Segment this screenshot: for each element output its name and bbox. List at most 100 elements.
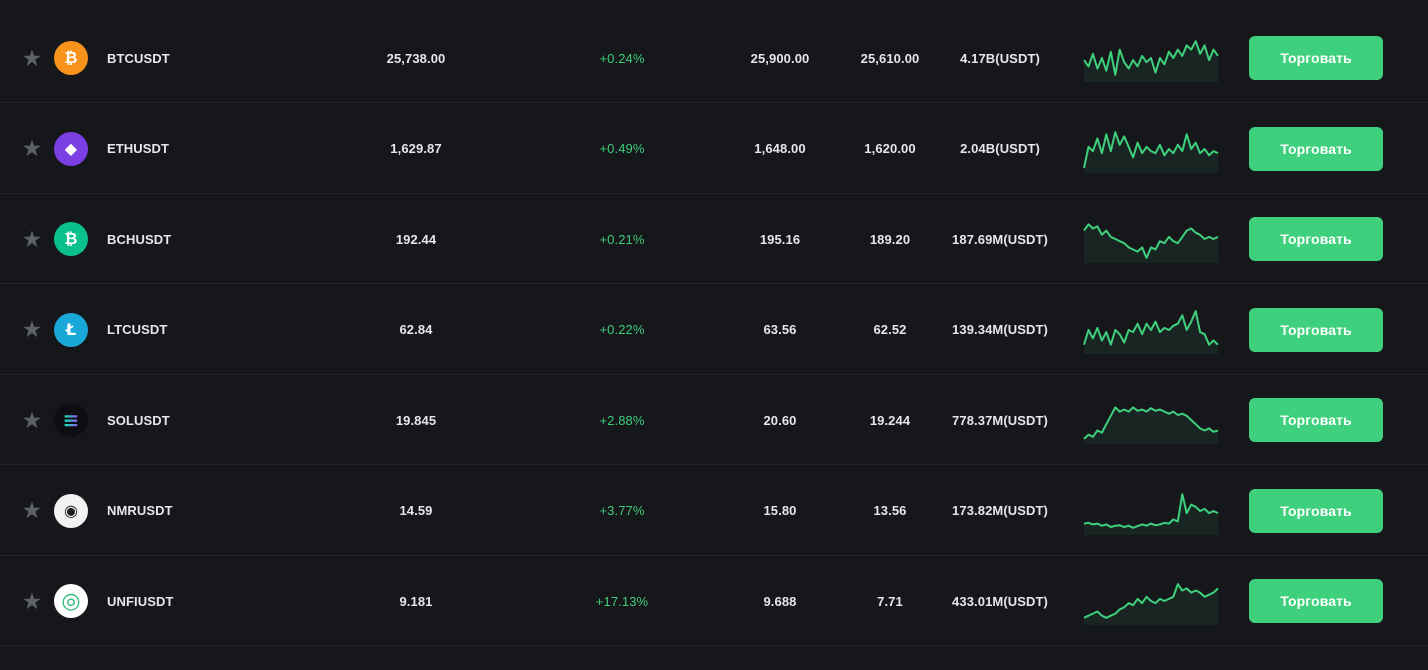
price-change-percent: +0.49% [599, 141, 645, 156]
sparkline-chart [1082, 285, 1224, 375]
high-24h: 15.80 [763, 503, 797, 518]
market-row[interactable]: ★ ◆ ETHUSDT 1,629.87 +0.49% 1,648.00 1,6… [0, 104, 1428, 194]
trade-cell: Торговать [1249, 556, 1383, 646]
market-row[interactable]: ★ ₿ BTCUSDT 25,738.00 +0.24% 25,900.00 2… [0, 13, 1428, 103]
sparkline-svg [1083, 223, 1219, 263]
high-24h: 20.60 [763, 412, 797, 428]
market-row[interactable]: ★ ◉ NMRUSDT 14.59 +3.77% 15.80 13.56 173… [0, 466, 1428, 556]
last-price: 192.44 [395, 231, 437, 247]
sparkline-area [1084, 131, 1218, 173]
favorite-star-icon[interactable]: ★ [22, 228, 42, 251]
coin-icon-circle: ◉ [54, 493, 88, 528]
solana-glyph-icon: ≡ [62, 408, 80, 432]
volume-24h: 187.69M(USDT) [952, 231, 1048, 247]
sparkline-svg [1083, 583, 1219, 625]
sparkline-line [1083, 406, 1219, 440]
pair-symbol[interactable]: SOLUSDT [107, 412, 170, 428]
volume-24h: 173.82M(USDT) [952, 503, 1048, 518]
coin-icon-circle: ◎ [54, 584, 88, 618]
bitcoin-icon: ₿ [54, 13, 90, 103]
litecoin-icon: Ł [54, 285, 90, 375]
low-24h: 25,610.00 [860, 50, 920, 66]
sparkline-area [1084, 407, 1218, 444]
trade-button[interactable]: Торговать [1249, 126, 1383, 171]
volume-24h: 778.37M(USDT) [952, 412, 1048, 428]
favorite-star-icon[interactable]: ★ [22, 138, 42, 160]
pair-symbol[interactable]: BTCUSDT [107, 50, 170, 66]
sparkline-area [1084, 493, 1218, 535]
market-row[interactable]: ★ ₿ BCHUSDT 192.44 +0.21% 195.16 189.20 … [0, 194, 1428, 284]
favorite-star-icon[interactable]: ★ [22, 590, 42, 613]
sparkline-svg [1083, 309, 1219, 354]
market-row[interactable]: ★ ≡ SOLUSDT 19.845 +2.88% 20.60 19.244 7… [0, 375, 1428, 465]
sparkline-svg [1083, 492, 1219, 535]
trade-cell: Торговать [1249, 375, 1383, 465]
trade-button[interactable]: Торговать [1249, 217, 1383, 261]
sparkline-line [1083, 492, 1219, 529]
sparkline-area [1084, 310, 1218, 354]
solana-icon: ≡ [54, 375, 90, 465]
bitcoin-glyph-icon: ₿ [64, 48, 78, 67]
unifi-glyph-icon: ◎ [61, 588, 81, 614]
pair-symbol[interactable]: LTCUSDT [107, 322, 168, 337]
litecoin-glyph-icon: Ł [65, 320, 77, 339]
sparkline-line [1083, 40, 1219, 76]
sparkline-area [1084, 224, 1218, 263]
ethereum-glyph-icon: ◆ [64, 139, 78, 158]
sparkline-line [1083, 583, 1219, 619]
price-change-percent: +0.22% [599, 322, 645, 337]
low-24h: 7.71 [877, 593, 903, 609]
trade-button[interactable]: Торговать [1249, 488, 1383, 533]
sparkline-chart [1082, 104, 1224, 194]
volume-24h: 4.17B(USDT) [960, 50, 1040, 66]
numeraire-icon: ◉ [54, 466, 90, 556]
pair-symbol[interactable]: BCHUSDT [107, 231, 172, 247]
trade-cell: Торговать [1249, 13, 1383, 103]
market-row[interactable]: ★ ◎ UNFIUSDT 9.181 +17.13% 9.688 7.71 43… [0, 556, 1428, 646]
last-price: 9.181 [399, 593, 433, 609]
price-change-percent: +17.13% [595, 593, 649, 609]
low-24h: 1,620.00 [864, 141, 916, 156]
sparkline-chart [1082, 556, 1224, 646]
pair-symbol[interactable]: UNFIUSDT [107, 593, 174, 609]
last-price: 25,738.00 [386, 50, 446, 66]
volume-24h: 2.04B(USDT) [960, 141, 1040, 156]
sparkline-line [1083, 309, 1219, 346]
sparkline-chart [1082, 466, 1224, 556]
high-24h: 1,648.00 [754, 141, 806, 156]
pair-symbol[interactable]: NMRUSDT [107, 503, 173, 518]
trade-cell: Торговать [1249, 466, 1383, 556]
volume-24h: 433.01M(USDT) [952, 593, 1048, 609]
favorite-star-icon[interactable]: ★ [22, 319, 42, 341]
trade-button[interactable]: Торговать [1249, 307, 1383, 352]
price-change-percent: +2.88% [599, 412, 645, 428]
sparkline-chart [1082, 13, 1224, 103]
trade-button[interactable]: Торговать [1249, 398, 1383, 442]
low-24h: 189.20 [869, 231, 911, 247]
unifi-icon: ◎ [54, 556, 90, 646]
high-24h: 25,900.00 [750, 50, 810, 66]
coin-icon-circle: ≡ [54, 403, 88, 437]
sparkline-chart [1082, 194, 1224, 284]
sparkline-line [1083, 130, 1219, 168]
trade-cell: Торговать [1249, 194, 1383, 284]
low-24h: 62.52 [873, 322, 907, 337]
favorite-star-icon[interactable]: ★ [22, 47, 42, 70]
high-24h: 195.16 [759, 231, 801, 247]
last-price: 62.84 [399, 322, 433, 337]
favorite-star-icon[interactable]: ★ [22, 500, 42, 522]
market-row[interactable]: ★ Ł LTCUSDT 62.84 +0.22% 63.56 62.52 139… [0, 285, 1428, 375]
numeraire-glyph-icon: ◉ [63, 501, 79, 520]
low-24h: 13.56 [873, 503, 907, 518]
sparkline-line [1083, 223, 1219, 259]
trade-button[interactable]: Торговать [1249, 579, 1383, 623]
ethereum-icon: ◆ [54, 104, 90, 194]
sparkline-chart [1082, 375, 1224, 465]
sparkline-area [1084, 584, 1218, 625]
favorite-star-icon[interactable]: ★ [22, 409, 42, 432]
trade-button[interactable]: Торговать [1249, 36, 1383, 80]
pair-symbol[interactable]: ETHUSDT [107, 141, 170, 156]
high-24h: 9.688 [763, 593, 797, 609]
low-24h: 19.244 [869, 412, 911, 428]
